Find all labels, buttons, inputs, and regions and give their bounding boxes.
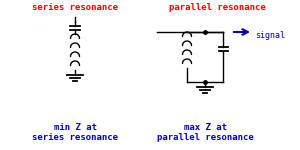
Text: max Z at: max Z at [184,123,226,132]
Text: signal: signal [255,32,285,40]
Text: min Z at: min Z at [53,123,97,132]
Text: parallel resonance: parallel resonance [157,132,254,141]
Text: series resonance: series resonance [32,132,118,141]
Text: parallel resonance: parallel resonance [169,3,266,12]
Text: series resonance: series resonance [32,3,118,12]
